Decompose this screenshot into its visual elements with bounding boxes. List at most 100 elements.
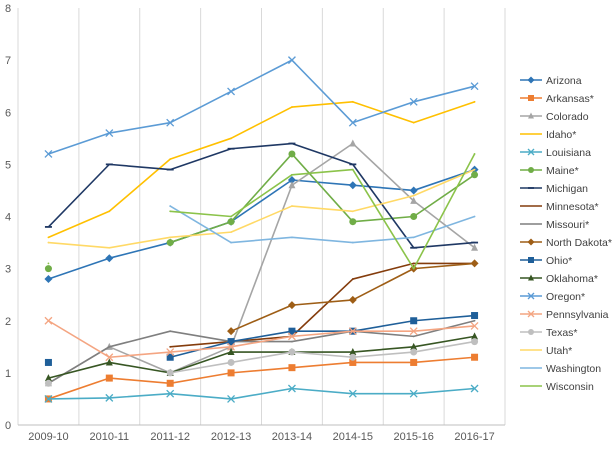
legend-marker <box>528 112 534 119</box>
series-utah <box>47 168 476 249</box>
data-point <box>227 338 235 346</box>
data-point <box>291 205 293 207</box>
marker-stroke <box>287 332 296 341</box>
legend-marker <box>528 329 534 335</box>
series-maine <box>44 150 479 273</box>
data-point <box>348 295 357 304</box>
legend-label: Oklahoma* <box>546 273 598 285</box>
series-oregon <box>44 56 479 158</box>
data-point <box>44 394 53 403</box>
legend-item: Maine* <box>520 165 579 177</box>
series-line <box>48 168 475 280</box>
data-point <box>105 353 114 362</box>
data-point <box>166 353 174 361</box>
marker-stroke <box>348 327 357 336</box>
data-point <box>409 97 418 106</box>
data-point <box>473 215 476 218</box>
data-point <box>348 389 357 398</box>
legend: Arizona Arkansas* Colorado Idaho* Louisiana M… <box>520 75 612 393</box>
data-point <box>227 327 236 336</box>
legend-label: Arizona <box>546 75 582 87</box>
marker-stroke <box>527 292 535 300</box>
legend-label: Wisconsin <box>546 381 594 393</box>
data-point <box>166 389 175 398</box>
marker-stroke <box>527 148 535 156</box>
marker-stroke <box>105 393 114 402</box>
legend-item: Louisiana <box>520 147 591 159</box>
series-line <box>48 101 475 239</box>
legend-item: Arizona <box>520 75 582 87</box>
data-point <box>291 340 293 343</box>
series-michigan <box>44 142 479 249</box>
data-point <box>105 129 114 138</box>
legend-item: Minnesota* <box>520 201 599 213</box>
data-point <box>105 358 113 366</box>
y-tick-label: 4 <box>5 212 11 224</box>
y-tick-label: 3 <box>5 264 11 276</box>
marker-stroke <box>227 342 236 351</box>
data-point <box>412 194 415 197</box>
marker-stroke <box>470 322 479 330</box>
series-wisconsin <box>47 153 476 270</box>
data-point <box>291 173 293 176</box>
data-point <box>349 218 357 226</box>
legend-label: Colorado <box>546 111 589 123</box>
data-point <box>348 181 357 190</box>
data-point <box>169 210 172 213</box>
y-tick-label: 7 <box>5 55 11 67</box>
legend-item: North Dakota* <box>520 237 612 249</box>
data-point <box>169 158 172 161</box>
data-point <box>288 364 296 372</box>
legend-item: Wisconsin <box>520 381 594 393</box>
data-point <box>288 327 296 335</box>
legend-item: Idaho* <box>520 129 576 141</box>
legend-item: Missouri* <box>520 219 589 231</box>
series-line <box>170 153 476 270</box>
legend-label: Pennsylvania <box>546 309 609 321</box>
data-point <box>169 330 172 333</box>
legend-label: Missouri* <box>546 219 589 231</box>
legend-label: Idaho* <box>546 129 576 141</box>
series-idaho <box>47 100 476 239</box>
data-point <box>351 278 354 280</box>
data-point <box>409 186 418 195</box>
data-point <box>105 374 113 382</box>
data-point <box>351 100 354 103</box>
data-point <box>470 322 479 330</box>
legend-item: Washington <box>520 363 601 375</box>
series-north-dakota <box>227 259 479 336</box>
legend-item: Pennsylvania <box>520 309 609 321</box>
marker-stroke <box>105 129 114 138</box>
series-line <box>47 142 475 249</box>
marker-stroke <box>44 394 53 403</box>
data-point <box>287 301 296 310</box>
data-point <box>227 358 235 366</box>
series-line <box>170 262 475 348</box>
data-point <box>230 137 232 140</box>
marker-stroke <box>470 384 479 393</box>
legend-label: Arkansas* <box>546 93 594 105</box>
marker-stroke <box>44 316 53 325</box>
data-point <box>108 246 111 249</box>
data-point <box>412 267 415 270</box>
data-point <box>471 332 479 340</box>
legend-marker <box>527 148 535 156</box>
marker-stroke <box>348 389 357 398</box>
x-tick-label: 2011-12 <box>150 431 190 443</box>
marker-stroke <box>409 97 418 106</box>
series-line <box>48 335 475 379</box>
legend-item: Oregon* <box>520 291 585 303</box>
legend-item: Arkansas* <box>520 93 594 105</box>
legend-label: Texas* <box>546 327 578 339</box>
marker-stroke <box>527 310 535 318</box>
data-point <box>230 215 232 218</box>
legend-item: Oklahoma* <box>520 273 598 285</box>
data-point <box>410 196 418 204</box>
data-point <box>471 353 479 361</box>
x-tick-label: 2013-14 <box>272 431 312 443</box>
y-tick-label: 8 <box>5 3 11 15</box>
series-line <box>169 153 476 244</box>
data-point <box>169 236 172 239</box>
data-point <box>166 369 174 377</box>
